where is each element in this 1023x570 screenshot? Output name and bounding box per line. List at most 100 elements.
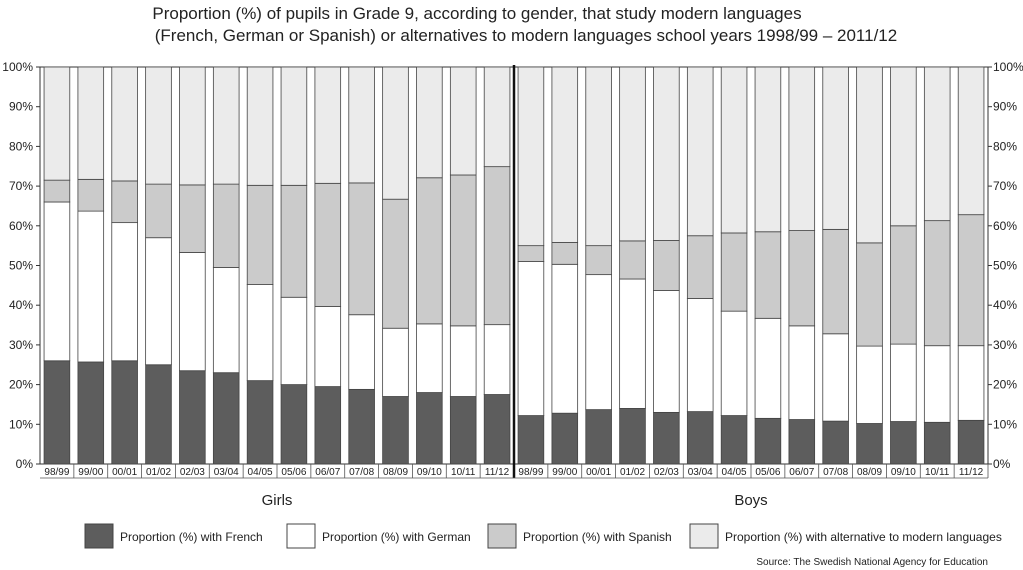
bar-girls-1 bbox=[145, 364, 172, 465]
y-tick-label-left: 30% bbox=[9, 338, 33, 352]
x-tick-label: 04/05 bbox=[722, 467, 747, 478]
bar-boys-4 bbox=[788, 66, 816, 231]
x-tick-label: 00/01 bbox=[586, 467, 611, 478]
y-tick-label-right: 80% bbox=[993, 139, 1017, 153]
bar-girls-3 bbox=[280, 184, 308, 298]
bar-girls-4 bbox=[416, 66, 443, 179]
y-tick-label-right: 60% bbox=[993, 219, 1017, 233]
bar-boys-3 bbox=[788, 230, 816, 327]
bar-boys-4 bbox=[720, 66, 748, 234]
bar-boys-3 bbox=[551, 242, 579, 265]
bar-boys-4 bbox=[517, 66, 545, 247]
bar-boys-3 bbox=[517, 245, 545, 262]
x-tick-label: 07/08 bbox=[823, 467, 848, 478]
bar-boys-4 bbox=[890, 66, 917, 227]
legend-swatch-4 bbox=[689, 523, 719, 549]
bar-girls-2 bbox=[314, 305, 342, 387]
bar-girls-3 bbox=[483, 166, 511, 326]
bar-boys-1 bbox=[957, 419, 985, 465]
bar-girls-4 bbox=[382, 66, 409, 200]
bar-girls-2 bbox=[449, 325, 477, 397]
bar-girls-2 bbox=[348, 314, 375, 390]
bar-girls-1 bbox=[212, 372, 240, 465]
x-tick-label: 08/09 bbox=[383, 467, 408, 478]
bar-boys-2 bbox=[517, 261, 545, 416]
bar-boys-3 bbox=[720, 232, 748, 312]
y-tick-label-left: 50% bbox=[9, 259, 33, 273]
x-tick-label: 09/10 bbox=[417, 467, 442, 478]
bar-girls-2 bbox=[43, 201, 71, 362]
y-tick-label-left: 90% bbox=[9, 100, 33, 114]
bar-girls-3 bbox=[111, 180, 138, 224]
bar-girls-2 bbox=[145, 237, 172, 366]
group-label: Boys bbox=[734, 492, 767, 509]
legend-label-3: Proportion (%) with Spanish bbox=[523, 530, 672, 544]
x-tick-label: 02/03 bbox=[654, 467, 679, 478]
bar-girls-2 bbox=[280, 296, 308, 386]
y-tick-label-left: 10% bbox=[9, 417, 33, 431]
y-tick-label-left: 60% bbox=[9, 219, 33, 233]
bar-boys-2 bbox=[585, 274, 612, 411]
x-tick-label: 05/06 bbox=[755, 467, 780, 478]
bar-girls-2 bbox=[483, 324, 511, 395]
x-tick-label: 09/10 bbox=[891, 467, 916, 478]
bar-girls-2 bbox=[179, 251, 206, 372]
bar-girls-1 bbox=[449, 396, 477, 465]
legend-label-1: Proportion (%) with French bbox=[120, 530, 263, 544]
bar-boys-2 bbox=[822, 333, 849, 422]
bar-boys-2 bbox=[551, 263, 579, 414]
legend-swatch-2 bbox=[286, 523, 316, 549]
bar-girls-2 bbox=[111, 222, 138, 362]
x-tick-label: 02/03 bbox=[180, 467, 205, 478]
bar-girls-1 bbox=[43, 360, 71, 465]
bar-girls-2 bbox=[212, 267, 240, 374]
bar-boys-2 bbox=[686, 298, 714, 412]
bar-boys-1 bbox=[788, 419, 816, 465]
bar-boys-2 bbox=[619, 278, 646, 409]
bar-boys-4 bbox=[856, 66, 883, 244]
x-tick-label: 10/11 bbox=[925, 467, 950, 478]
bar-girls-3 bbox=[77, 178, 105, 212]
bar-boys-2 bbox=[957, 345, 985, 421]
bar-boys-2 bbox=[720, 310, 748, 416]
chart-title-line-1: Proportion (%) of pupils in Grade 9, acc… bbox=[152, 4, 801, 23]
bar-boys-3 bbox=[653, 240, 680, 291]
bar-girls-4 bbox=[246, 66, 274, 186]
bar-girls-4 bbox=[314, 66, 342, 184]
bar-boys-1 bbox=[822, 420, 849, 465]
source-note: Source: The Swedish National Agency for … bbox=[756, 557, 988, 568]
bar-girls-1 bbox=[179, 370, 206, 465]
bar-girls-4 bbox=[43, 66, 71, 181]
plot-area: 0% 0% 10% 10% 20% 20% 30% 30% 40% 40% 50% 50% 60% 60%… bbox=[2, 60, 1023, 509]
legend-label-4: Proportion (%) with alternative to moder… bbox=[725, 530, 1002, 544]
x-tick-label: 05/06 bbox=[281, 467, 306, 478]
bar-boys-3 bbox=[754, 231, 782, 319]
bar-girls-3 bbox=[348, 182, 375, 316]
bar-girls-4 bbox=[179, 66, 206, 186]
x-tick-label: 99/00 bbox=[78, 467, 103, 478]
bar-boys-4 bbox=[957, 66, 985, 216]
x-tick-label: 99/00 bbox=[552, 467, 577, 478]
y-tick-label-left: 40% bbox=[9, 298, 33, 312]
bar-girls-3 bbox=[246, 184, 274, 285]
bar-boys-1 bbox=[686, 411, 714, 465]
legend: Proportion (%) with French Proportion (%)… bbox=[84, 523, 1002, 549]
bar-girls-1 bbox=[483, 394, 511, 465]
bar-boys-3 bbox=[923, 220, 951, 347]
bar-boys-2 bbox=[923, 345, 951, 423]
bar-boys-2 bbox=[890, 343, 917, 422]
bar-girls-4 bbox=[111, 66, 138, 182]
x-tick-label: 08/09 bbox=[857, 467, 882, 478]
bar-boys-4 bbox=[653, 66, 680, 241]
bar-boys-1 bbox=[619, 408, 646, 465]
bar-girls-3 bbox=[382, 198, 409, 329]
bar-boys-4 bbox=[585, 66, 612, 247]
bar-boys-4 bbox=[754, 66, 782, 233]
bar-boys-3 bbox=[619, 240, 646, 280]
x-tick-label: 98/99 bbox=[44, 467, 69, 478]
x-tick-label: 04/05 bbox=[248, 467, 273, 478]
chart-title-line-2: (French, German or Spanish) or alternati… bbox=[155, 26, 897, 45]
y-tick-label-right: 100% bbox=[993, 60, 1023, 74]
x-tick-label: 03/04 bbox=[688, 467, 713, 478]
y-tick-label-right: 70% bbox=[993, 179, 1017, 193]
